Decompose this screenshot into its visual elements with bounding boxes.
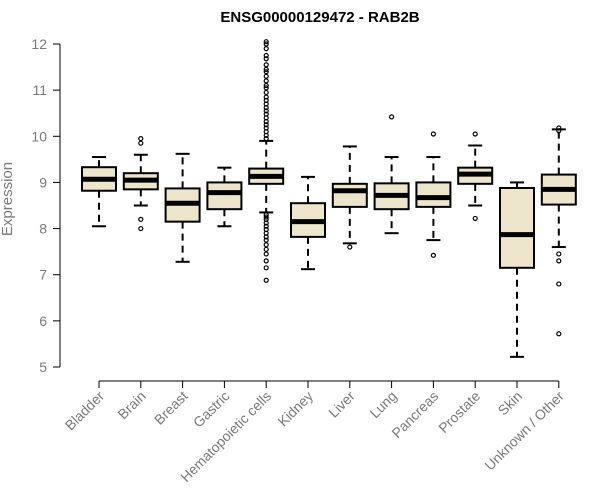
outlier-point — [263, 135, 269, 142]
outlier-point — [556, 128, 562, 134]
x-tick-label: Bladder — [62, 388, 108, 434]
outlier-point — [263, 108, 269, 114]
x-tick-label: Liver — [325, 388, 358, 421]
outlier-point — [263, 69, 269, 75]
outlier-point — [263, 251, 269, 257]
outlier-point — [472, 131, 478, 137]
outlier-point — [263, 132, 269, 138]
outlier-point — [263, 78, 269, 84]
outlier-point — [263, 277, 269, 283]
y-tick-label: 9 — [39, 174, 47, 190]
box-iqr — [415, 181, 452, 208]
outlier-point — [263, 62, 269, 68]
x-tick-label: Unknown / Other — [481, 388, 567, 474]
outlier-point — [556, 125, 562, 131]
y-tick-label: 12 — [31, 36, 47, 52]
outlier-point — [263, 258, 269, 264]
outlier-point — [389, 114, 395, 120]
boxes — [81, 39, 577, 358]
box-pancreas — [415, 131, 452, 258]
outlier-point — [263, 214, 269, 220]
y-axis-label: Expression — [0, 162, 16, 236]
chart-title: ENSG00000129472 - RAB2B — [220, 9, 419, 26]
outlier-point — [263, 237, 269, 243]
outlier-point — [263, 242, 269, 248]
outlier-point — [430, 252, 436, 258]
box-hematopoietic-cells — [248, 39, 285, 283]
outlier-point — [263, 41, 269, 47]
y-tick-label: 7 — [39, 267, 47, 283]
outlier-point — [263, 265, 269, 271]
outlier-point — [263, 52, 269, 59]
x-tick-label: Breast — [151, 388, 191, 428]
outlier-point — [556, 331, 562, 337]
box-iqr — [331, 182, 368, 208]
outlier-point — [263, 212, 269, 218]
box-skin — [499, 181, 535, 358]
outlier-point — [556, 281, 562, 287]
y-tick-label: 11 — [32, 82, 47, 98]
box-breast — [164, 152, 201, 263]
outlier-point — [556, 258, 562, 264]
x-tick-label: Lung — [366, 388, 399, 421]
outlier-point — [347, 244, 353, 250]
y-tick-label: 10 — [31, 128, 47, 144]
box-lung — [373, 114, 410, 235]
outlier-point — [138, 140, 144, 146]
x-tick-label: Prostate — [435, 388, 483, 436]
box-prostate — [457, 131, 494, 222]
box-iqr — [206, 181, 243, 211]
box-kidney — [290, 175, 326, 271]
outlier-point — [472, 215, 478, 222]
outlier-point — [263, 39, 269, 45]
outlier-point — [263, 220, 269, 226]
y-tick-label: 5 — [39, 359, 47, 375]
x-tick-label: Skin — [495, 388, 526, 419]
outlier-point — [430, 131, 436, 137]
outlier-point — [263, 85, 269, 91]
outlier-point — [263, 246, 269, 252]
outlier-point — [263, 234, 269, 240]
box-unknown-other — [540, 125, 577, 337]
box-bladder — [81, 156, 117, 228]
outlier-point — [263, 89, 269, 96]
outlier-point — [138, 216, 144, 222]
box-liver — [331, 145, 368, 250]
outlier-point — [263, 82, 269, 89]
outlier-point — [263, 105, 269, 111]
outlier-point — [138, 225, 144, 232]
outlier-point — [263, 223, 269, 229]
outlier-point — [556, 251, 562, 257]
outlier-point — [263, 73, 269, 79]
y-tick-label: 6 — [39, 313, 47, 329]
box-gastric — [206, 166, 243, 228]
box-iqr — [499, 186, 535, 269]
x-tick-label: Kidney — [275, 388, 317, 430]
box-brain — [122, 135, 159, 232]
outlier-point — [263, 94, 269, 100]
outlier-point — [263, 56, 269, 62]
outlier-point — [263, 122, 269, 128]
x-tick-label: Brain — [114, 388, 148, 422]
outlier-point — [263, 46, 269, 52]
outlier-point — [263, 66, 269, 72]
y-tick-label: 8 — [39, 221, 47, 237]
outlier-point — [138, 135, 144, 142]
outlier-point — [263, 118, 269, 125]
